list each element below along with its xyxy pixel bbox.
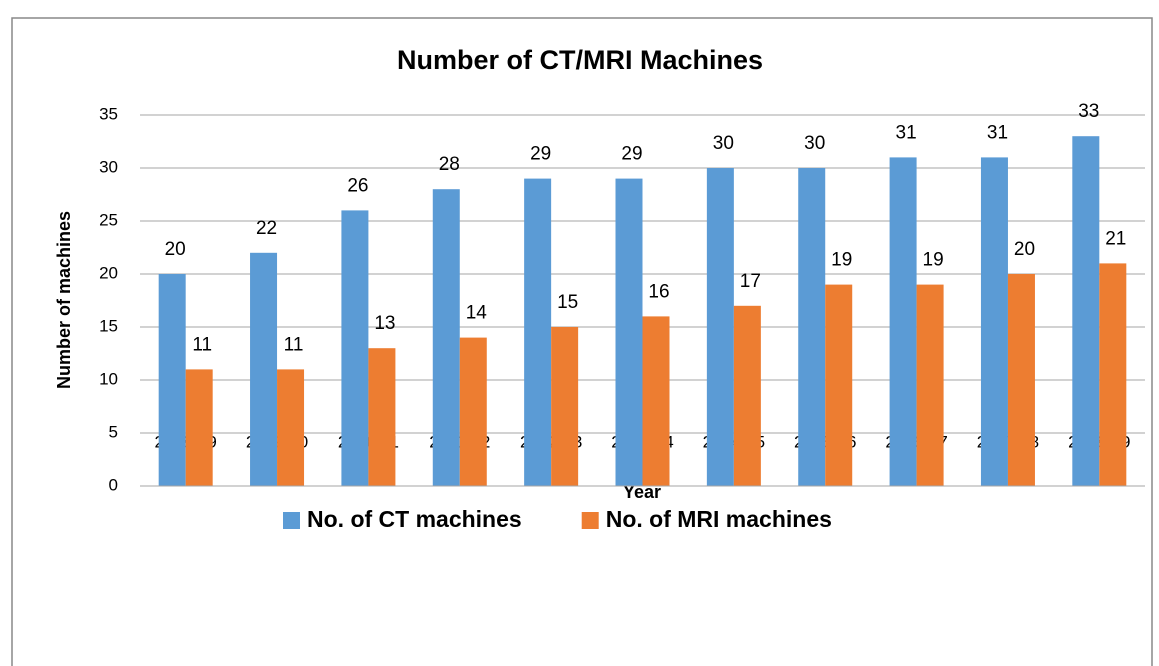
data-label: 19 [923, 250, 944, 271]
y-axis-label: Number of machines [54, 211, 74, 389]
bar [916, 284, 944, 486]
bar [615, 178, 643, 486]
y-tick-label: 0 [109, 475, 118, 494]
bar [158, 274, 186, 486]
data-label: 33 [1078, 101, 1099, 122]
data-label: 13 [374, 313, 395, 334]
data-label: 22 [256, 218, 277, 239]
legend-label: No. of CT machines [307, 506, 522, 532]
bar [733, 305, 761, 486]
bar [1007, 274, 1035, 486]
data-label: 30 [713, 133, 734, 154]
x-axis-label: Year [623, 482, 661, 502]
legend-label: No. of MRI machines [606, 506, 832, 532]
data-label: 26 [347, 175, 368, 196]
y-tick-label: 10 [99, 369, 118, 388]
bar [341, 210, 369, 486]
bar [250, 252, 278, 486]
y-tick-label: 25 [99, 210, 118, 229]
bar [980, 157, 1008, 486]
bar [706, 168, 734, 486]
bar [1072, 136, 1100, 486]
bar [642, 316, 670, 486]
data-label: 28 [439, 154, 460, 175]
data-label: 29 [530, 144, 551, 165]
chart-title: Number of CT/MRI Machines [397, 45, 763, 75]
bar [798, 168, 826, 486]
data-label: 30 [804, 133, 825, 154]
bar [368, 348, 396, 486]
bar [432, 189, 460, 486]
data-label: 21 [1105, 228, 1126, 249]
bar [524, 178, 552, 486]
data-label: 31 [987, 122, 1008, 143]
bar [1099, 263, 1127, 486]
data-label: 14 [466, 303, 488, 324]
data-label: 11 [192, 334, 212, 355]
y-tick-label: 30 [99, 157, 118, 176]
y-tick-label: 15 [99, 316, 118, 335]
y-tick-label: 5 [109, 422, 118, 441]
chart-frame [11, 17, 1153, 666]
data-label: 16 [648, 281, 669, 302]
bar [277, 369, 305, 486]
bar [459, 337, 487, 486]
bar [825, 284, 853, 486]
data-label: 19 [831, 250, 852, 271]
bar [889, 157, 917, 486]
data-label: 20 [165, 239, 186, 260]
legend-swatch [283, 512, 300, 529]
data-label: 17 [740, 271, 761, 292]
bar [551, 327, 579, 486]
y-tick-label: 35 [99, 104, 118, 123]
data-label: 20 [1014, 239, 1035, 260]
data-label: 29 [621, 144, 642, 165]
legend-swatch [581, 512, 599, 529]
data-label: 31 [896, 122, 917, 143]
y-tick-label: 20 [99, 263, 118, 282]
bar [185, 369, 213, 486]
data-label: 11 [284, 334, 304, 355]
data-label: 15 [557, 292, 578, 313]
